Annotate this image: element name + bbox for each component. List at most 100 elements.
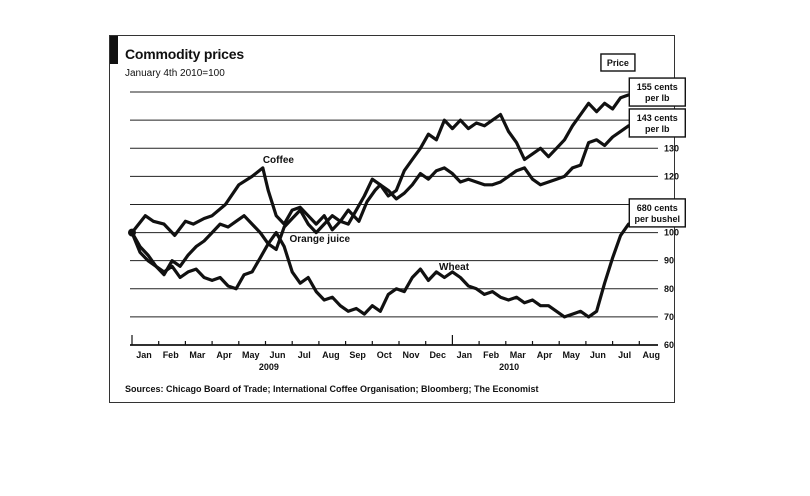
data-point [523, 158, 526, 161]
data-point [179, 276, 181, 279]
data-point [507, 130, 510, 133]
x-tick-label: May [242, 350, 260, 360]
x-tick-label: Jul [618, 350, 631, 360]
data-point [531, 178, 534, 180]
data-point [459, 119, 462, 121]
data-point [411, 276, 414, 279]
data-point [267, 243, 270, 245]
data-point [163, 223, 165, 225]
data-point [435, 169, 438, 172]
data-point [611, 257, 614, 259]
data-point [611, 108, 614, 110]
data-point [547, 155, 550, 158]
x-tick-label: Jan [457, 350, 473, 360]
data-point [307, 214, 310, 217]
data-point [483, 293, 486, 296]
x-tick-label: Mar [189, 350, 206, 360]
data-point [291, 209, 294, 211]
callout-text: per bushel [635, 214, 681, 224]
data-point [283, 226, 286, 228]
data-point [224, 203, 227, 206]
data-point [211, 231, 213, 234]
data-point [363, 195, 366, 197]
x-tick-label: Apr [216, 350, 232, 360]
series-labels: Coffee Orange juice Wheat [263, 155, 470, 273]
series-label: Coffee [263, 155, 295, 166]
callout-box [628, 198, 686, 228]
callout-text: per lb [645, 124, 670, 134]
data-point [315, 290, 318, 293]
data-point [371, 178, 374, 180]
data-point [507, 299, 510, 301]
data-point [563, 316, 566, 318]
data-point [571, 313, 574, 315]
data-point [251, 175, 253, 178]
callout-text: 155 cents [637, 82, 678, 92]
data-point [427, 178, 430, 180]
y-tick-label: 130 [664, 143, 679, 153]
data-point [467, 127, 470, 130]
data-point [358, 220, 360, 223]
callout-box [628, 108, 686, 138]
data-point [547, 304, 550, 307]
data-point [419, 172, 422, 175]
callout-text: Price [607, 58, 629, 68]
x-tick-label: Jun [269, 350, 285, 360]
data-point [563, 139, 566, 141]
data-point [459, 181, 462, 183]
data-point [587, 316, 590, 318]
chart-title: Commodity prices [125, 46, 244, 62]
data-point [395, 189, 398, 192]
data-point [459, 276, 462, 279]
data-point [331, 229, 334, 231]
x-tick-label: Oct [377, 350, 392, 360]
data-point [595, 310, 598, 313]
data-point [475, 122, 478, 124]
x-tick-label: Apr [537, 350, 553, 360]
data-point [267, 189, 270, 192]
data-point [443, 167, 446, 169]
data-point [235, 288, 237, 290]
data-point [139, 245, 141, 248]
data-point [587, 141, 590, 144]
data-point [467, 285, 470, 287]
data-point [499, 113, 502, 116]
y-tick-label: 100 [664, 228, 679, 238]
x-axis: Jan Feb Mar Apr May Jun Jul Aug Sep Oct Nov Dec Jan F… [130, 335, 660, 372]
gridlines [130, 91, 658, 346]
data-point [531, 299, 534, 301]
data-point [619, 130, 622, 133]
data-point [467, 178, 470, 180]
data-point [387, 293, 390, 296]
data-point [347, 209, 350, 211]
data-point [483, 184, 486, 186]
data-point [195, 268, 197, 270]
data-point [499, 296, 502, 299]
data-point [403, 192, 406, 194]
data-point [163, 273, 165, 276]
data-point [227, 226, 229, 228]
data-point [195, 245, 197, 248]
y-tick-label: 60 [664, 340, 674, 350]
data-point [243, 214, 245, 217]
data-point [499, 181, 502, 183]
data-point [379, 310, 382, 313]
data-point [563, 175, 566, 178]
data-point [555, 178, 558, 180]
data-point [395, 198, 398, 200]
x-tick-label: Feb [163, 350, 180, 360]
data-point [355, 307, 358, 310]
data-point [523, 167, 526, 169]
data-point [443, 119, 446, 121]
data-point [235, 220, 237, 223]
data-point [144, 214, 147, 217]
data-point [443, 276, 446, 279]
data-point [611, 136, 614, 138]
data-point [491, 184, 494, 186]
data-point [163, 271, 165, 273]
data-point [579, 164, 582, 166]
data-point [395, 288, 398, 290]
data-point [571, 167, 574, 169]
data-point [515, 169, 518, 172]
